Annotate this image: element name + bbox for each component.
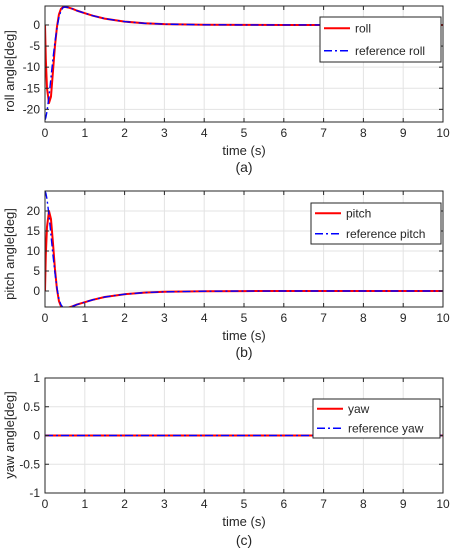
x-tick-label: 2 bbox=[121, 126, 128, 140]
x-tick-label: 6 bbox=[280, 311, 287, 325]
legend-box bbox=[310, 202, 442, 245]
y-tick-label: 0.5 bbox=[23, 400, 40, 414]
x-tick-label: 7 bbox=[320, 126, 327, 140]
legend-label-1: roll bbox=[355, 21, 371, 35]
x-tick-label: 3 bbox=[161, 497, 168, 511]
chart-panel-1: 0 1 2 3 4 5 6 7 8 9 10 0 -5 -10 -15 -20 time (s) roll ang… bbox=[2, 5, 450, 175]
x-tick-label: 9 bbox=[400, 311, 407, 325]
panel-label: (b) bbox=[235, 344, 252, 360]
legend: roll reference roll bbox=[319, 16, 442, 63]
x-tick-label: 8 bbox=[360, 311, 367, 325]
legend-label-2: reference pitch bbox=[346, 227, 425, 241]
legend-box bbox=[312, 398, 441, 439]
x-tick-label: 8 bbox=[360, 497, 367, 511]
x-tick-label: 2 bbox=[121, 497, 128, 511]
chart-panel-2: 0 1 2 3 4 5 6 7 8 9 10 20 15 10 5 0 time (s) pitch angle[… bbox=[2, 190, 450, 360]
series-line-2 bbox=[45, 191, 443, 307]
x-axis-label: time (s) bbox=[222, 143, 265, 158]
legend-box bbox=[319, 16, 442, 63]
x-tick-label: 10 bbox=[436, 126, 450, 140]
legend: yaw reference yaw bbox=[312, 398, 441, 439]
y-tick-label: 1 bbox=[33, 371, 40, 385]
x-tick-label: 0 bbox=[42, 126, 49, 140]
x-tick-label: 1 bbox=[81, 497, 88, 511]
x-tick-label: 0 bbox=[42, 311, 49, 325]
y-tick-label: 15 bbox=[27, 224, 41, 238]
y-axis-label: yaw angle[deg] bbox=[2, 391, 17, 478]
x-tick-label: 10 bbox=[436, 311, 450, 325]
x-tick-label: 4 bbox=[201, 497, 208, 511]
x-tick-label: 5 bbox=[241, 497, 248, 511]
panel-label: (c) bbox=[236, 532, 252, 548]
y-tick-label: 0 bbox=[33, 284, 40, 298]
x-tick-label: 8 bbox=[360, 126, 367, 140]
panel-label: (a) bbox=[235, 159, 252, 175]
x-tick-label: 0 bbox=[42, 497, 49, 511]
x-tick-label: 6 bbox=[280, 497, 287, 511]
series-line-2 bbox=[45, 6, 443, 121]
x-tick-label: 9 bbox=[400, 126, 407, 140]
y-tick-label: 20 bbox=[27, 204, 41, 218]
x-tick-label: 5 bbox=[241, 311, 248, 325]
x-tick-label: 3 bbox=[161, 311, 168, 325]
y-tick-label: 0 bbox=[33, 18, 40, 32]
legend-label-1: yaw bbox=[348, 402, 370, 416]
chart-panel-3: 0 1 2 3 4 5 6 7 8 9 10 1 0.5 0 -0.5 -1 time (s) yaw angle… bbox=[2, 371, 450, 548]
y-tick-label: -20 bbox=[23, 102, 41, 116]
x-tick-label: 7 bbox=[320, 497, 327, 511]
x-tick-label: 10 bbox=[436, 497, 450, 511]
x-tick-label: 2 bbox=[121, 311, 128, 325]
x-tick-label: 7 bbox=[320, 311, 327, 325]
x-tick-label: 4 bbox=[201, 311, 208, 325]
y-tick-label: 10 bbox=[27, 244, 41, 258]
y-tick-label: -15 bbox=[23, 81, 41, 95]
x-tick-label: 9 bbox=[400, 497, 407, 511]
y-tick-label: -0.5 bbox=[19, 457, 40, 471]
x-axis-label: time (s) bbox=[222, 514, 265, 529]
y-axis-label: roll angle[deg] bbox=[2, 30, 17, 112]
x-tick-label: 1 bbox=[81, 311, 88, 325]
legend-label-2: reference yaw bbox=[348, 421, 424, 435]
x-tick-label: 4 bbox=[201, 126, 208, 140]
x-axis-label: time (s) bbox=[222, 328, 265, 343]
legend: pitch reference pitch bbox=[310, 202, 442, 245]
x-tick-label: 6 bbox=[280, 126, 287, 140]
y-tick-label: -10 bbox=[23, 60, 41, 74]
y-tick-label: 0 bbox=[33, 429, 40, 443]
legend-label-1: pitch bbox=[346, 206, 371, 220]
y-axis-label: pitch angle[deg] bbox=[2, 208, 17, 300]
x-tick-label: 5 bbox=[241, 126, 248, 140]
y-tick-label: -1 bbox=[29, 486, 40, 500]
y-tick-label: 5 bbox=[33, 264, 40, 278]
legend-label-2: reference roll bbox=[355, 44, 425, 58]
x-tick-label: 3 bbox=[161, 126, 168, 140]
y-tick-label: -5 bbox=[29, 39, 40, 53]
x-tick-label: 1 bbox=[81, 126, 88, 140]
